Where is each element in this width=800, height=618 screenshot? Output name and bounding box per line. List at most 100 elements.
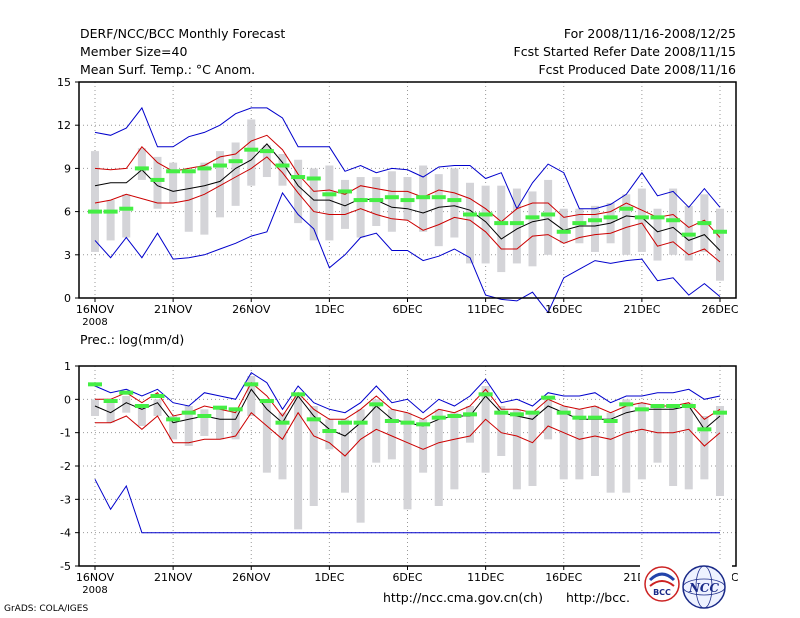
ensemble-box [481, 386, 490, 473]
ensemble-box [528, 412, 537, 486]
obs-marker [525, 215, 540, 220]
ensemble-box [700, 416, 709, 480]
x-tick-year-label: 2008 [82, 317, 107, 328]
obs-marker [369, 198, 384, 203]
ensemble-box [231, 409, 240, 440]
ensemble-box [559, 208, 568, 244]
ensemble-box [497, 185, 506, 273]
obs-marker [681, 232, 696, 237]
ensemble-box [153, 156, 162, 209]
ensemble-box [544, 179, 553, 255]
y-tick-label: -5 [60, 560, 71, 573]
obs-marker [541, 395, 556, 400]
ensemble-box [528, 191, 537, 267]
ensemble-box [356, 409, 365, 523]
obs-marker [431, 195, 446, 200]
obs-marker [275, 163, 290, 168]
bcc-url[interactable]: http://bcc. [566, 590, 630, 605]
obs-marker [88, 209, 102, 214]
ensemble-box [341, 179, 349, 229]
obs-marker [556, 410, 571, 415]
x-tick-year-label: 2008 [82, 585, 107, 596]
logo-graphics: BCC NCC [644, 565, 726, 609]
ensemble-box [450, 412, 459, 490]
obs-marker [322, 429, 337, 433]
ensemble-box [216, 409, 224, 440]
ensemble-box [184, 171, 193, 232]
obs-marker [697, 221, 712, 226]
x-tick-label: 16NOV [76, 571, 115, 584]
obs-marker [150, 177, 165, 182]
ensemble-box [325, 165, 334, 241]
obs-marker [509, 412, 524, 417]
obs-marker [244, 147, 259, 152]
ensemble-box [262, 399, 271, 473]
obs-marker [88, 382, 102, 387]
ensemble-box [184, 406, 193, 446]
ensemble-box [403, 412, 412, 510]
ensemble-box [653, 406, 662, 463]
produced-date: Fcst Produced Date 2008/11/16 [538, 62, 736, 77]
obs-marker [103, 399, 118, 403]
y-tick-label: -2 [60, 460, 71, 473]
ensemble-box [512, 188, 521, 264]
x-tick-label: 26NOV [232, 571, 271, 584]
obs-marker [134, 166, 149, 171]
obs-marker [463, 212, 477, 217]
obs-marker [384, 419, 399, 423]
ensemble-box [294, 159, 303, 224]
obs-marker [556, 229, 571, 234]
ensemble-box [559, 406, 568, 480]
grads-credit: GrADS: COLA/IGES [4, 604, 89, 614]
obs-marker [494, 221, 509, 226]
obs-marker [650, 215, 665, 220]
mean-line [94, 143, 721, 251]
obs-marker [634, 215, 649, 220]
x-tick-label: 26NOV [232, 303, 271, 316]
ensemble-box [262, 145, 271, 178]
ensemble-box [419, 419, 428, 473]
ncc-logo: NCC [682, 565, 726, 609]
ensemble-box [497, 406, 506, 456]
obs-marker [650, 404, 665, 408]
y-tick-label: 12 [57, 119, 71, 132]
obs-marker [400, 198, 415, 203]
upper-line [95, 381, 721, 420]
obs-marker [713, 410, 727, 415]
ensemble-box [278, 412, 287, 480]
obs-marker [353, 198, 368, 203]
ensemble-box [294, 396, 303, 530]
ensemble-box [200, 409, 209, 436]
y-tick-label: 3 [64, 249, 71, 262]
obs-marker [588, 415, 602, 420]
ensemble-box [278, 154, 287, 186]
obs-marker [197, 414, 212, 418]
obs-marker [119, 206, 134, 211]
obs-marker [353, 420, 368, 425]
ensemble-box [669, 406, 678, 486]
obs-marker [572, 415, 587, 420]
ensemble-box [466, 406, 474, 443]
ensemble-box [716, 208, 724, 281]
obs-marker [338, 189, 352, 194]
x-tick-label: 21DEC [623, 303, 660, 316]
ncc-url[interactable]: http://ncc.cma.gov.cn(ch) [383, 590, 543, 605]
x-tick-label: 1DEC [314, 303, 344, 316]
x-tick-label: 6DEC [392, 303, 422, 316]
ensemble-box [606, 412, 615, 493]
ensemble-box [450, 168, 459, 238]
ensemble-box [481, 185, 490, 264]
ensemble-box [637, 188, 646, 252]
logos: BCC NCC [640, 562, 732, 614]
obs-marker [150, 394, 165, 398]
ensemble-box [309, 168, 318, 241]
obs-marker [603, 419, 618, 423]
x-tick-label: 11DEC [467, 571, 504, 584]
ensemble-box [216, 151, 224, 218]
ensemble-box [137, 406, 146, 426]
obs-marker [275, 420, 290, 425]
ensemble-box [466, 182, 474, 264]
ensemble-box [372, 399, 381, 463]
obs-marker [541, 212, 556, 217]
